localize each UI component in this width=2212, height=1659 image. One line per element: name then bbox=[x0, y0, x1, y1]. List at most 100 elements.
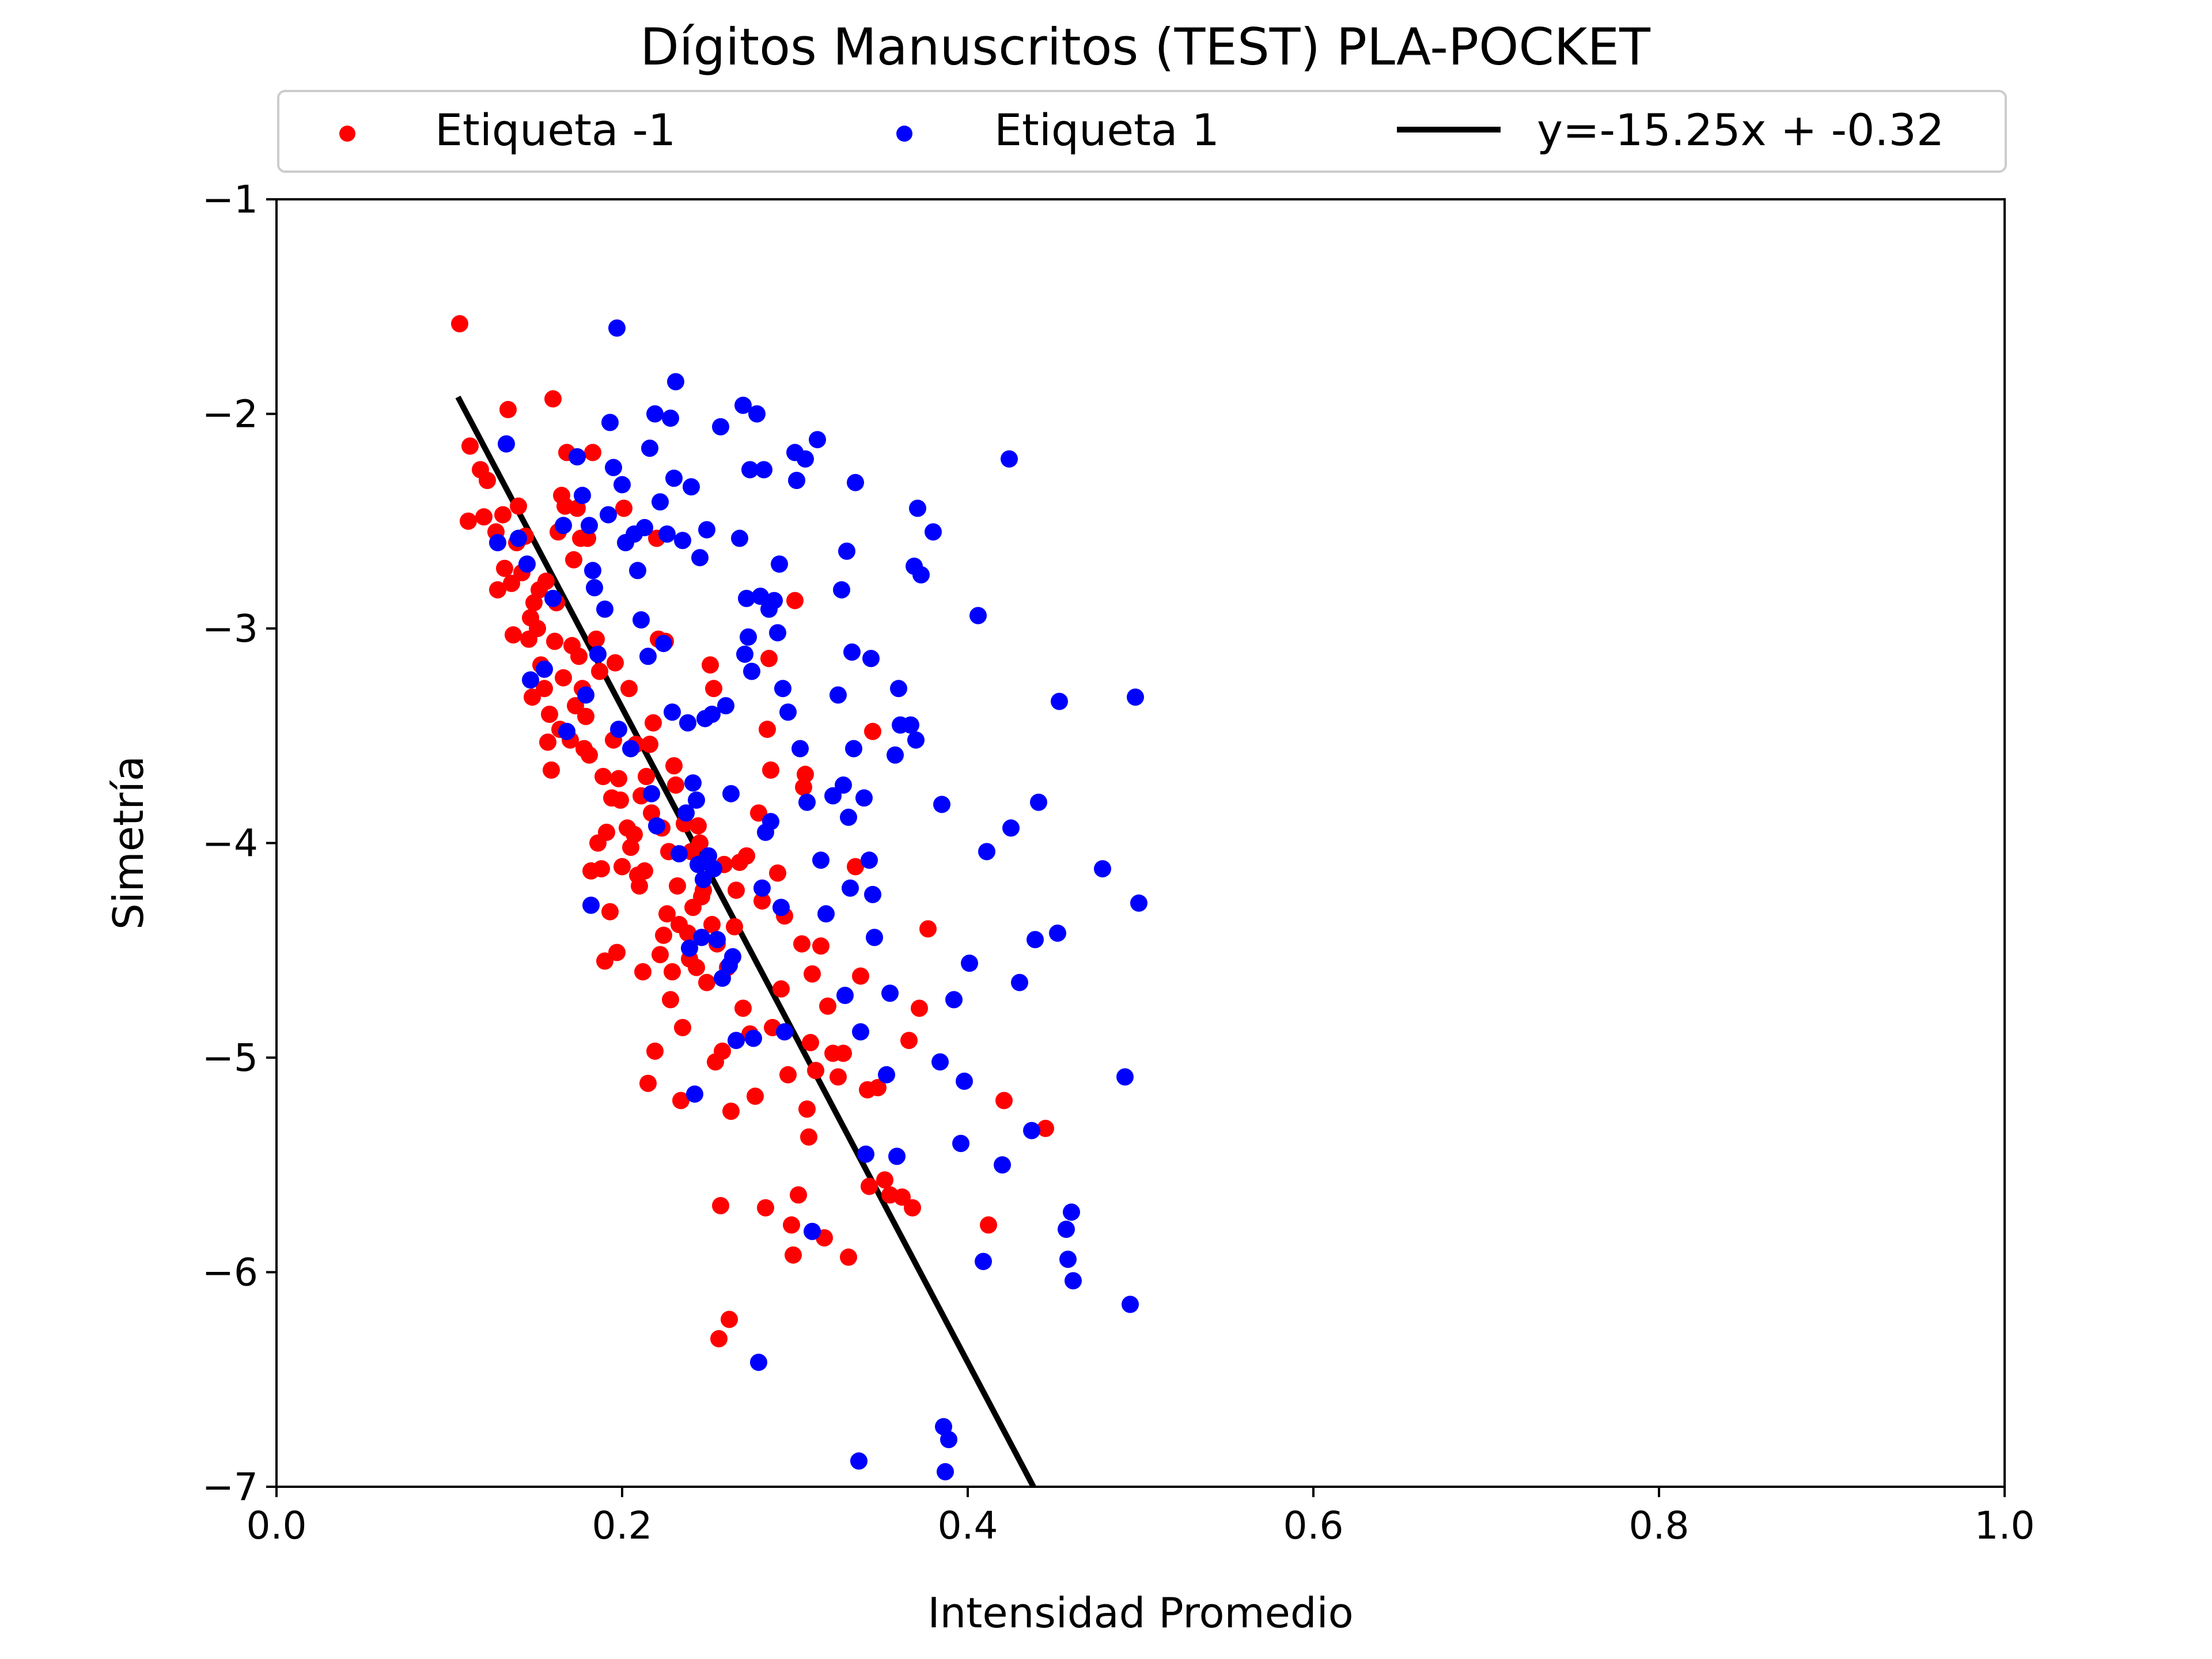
data-point bbox=[610, 721, 627, 738]
data-point bbox=[980, 1216, 997, 1234]
data-point bbox=[812, 851, 830, 869]
data-point bbox=[598, 823, 615, 841]
y-tick-label: −1 bbox=[202, 177, 258, 222]
data-point bbox=[613, 858, 631, 876]
data-point bbox=[498, 435, 515, 453]
data-point bbox=[721, 1310, 738, 1328]
data-point bbox=[648, 817, 665, 835]
data-point bbox=[589, 645, 607, 663]
data-point bbox=[634, 963, 652, 980]
data-point bbox=[631, 877, 648, 895]
data-point bbox=[738, 847, 755, 865]
data-point bbox=[581, 746, 598, 764]
data-point bbox=[584, 562, 601, 579]
data-point bbox=[774, 680, 791, 698]
x-tick-label: 0.6 bbox=[1283, 1503, 1344, 1548]
data-point bbox=[695, 870, 712, 888]
data-point bbox=[1023, 1122, 1040, 1139]
chart-title: Dígitos Manuscritos (TEST) PLA-POCKET bbox=[640, 17, 1651, 77]
data-point bbox=[596, 600, 613, 618]
data-point bbox=[489, 581, 506, 599]
data-point bbox=[902, 716, 919, 734]
data-point bbox=[835, 776, 852, 794]
data-point bbox=[461, 437, 479, 455]
data-point bbox=[582, 896, 600, 914]
x-axis-label: Intensidad Promedio bbox=[927, 1589, 1353, 1637]
data-point bbox=[607, 654, 624, 672]
data-point bbox=[861, 1177, 878, 1195]
data-point bbox=[539, 733, 556, 751]
data-point bbox=[804, 1222, 821, 1240]
data-point bbox=[652, 946, 669, 964]
data-point bbox=[586, 579, 603, 597]
data-point bbox=[869, 1079, 887, 1097]
data-point bbox=[887, 746, 904, 764]
data-point bbox=[753, 892, 771, 910]
data-point bbox=[890, 680, 907, 698]
data-point bbox=[605, 459, 622, 476]
data-point bbox=[904, 1199, 921, 1217]
data-point bbox=[518, 555, 536, 573]
data-point bbox=[800, 1128, 817, 1146]
x-tick-label: 1.0 bbox=[1975, 1503, 2035, 1548]
data-point bbox=[588, 630, 605, 648]
data-point bbox=[931, 1053, 949, 1071]
data-point bbox=[615, 499, 632, 517]
legend-marker-etiqueta-neg1 bbox=[339, 126, 355, 142]
data-point bbox=[752, 588, 769, 605]
data-point bbox=[760, 650, 778, 668]
data-point bbox=[574, 487, 591, 505]
data-point bbox=[779, 703, 797, 721]
data-point bbox=[734, 396, 752, 414]
data-point bbox=[838, 542, 855, 560]
data-point bbox=[503, 574, 520, 592]
data-point bbox=[558, 722, 575, 740]
data-point bbox=[900, 1032, 918, 1050]
data-point bbox=[762, 761, 779, 779]
data-point bbox=[600, 506, 617, 524]
data-point bbox=[878, 1066, 895, 1084]
data-point bbox=[672, 1092, 690, 1109]
data-point bbox=[674, 532, 691, 550]
y-tick-label: −4 bbox=[202, 821, 258, 866]
data-point bbox=[622, 740, 639, 757]
data-point bbox=[664, 703, 681, 721]
data-point bbox=[555, 669, 572, 687]
data-point bbox=[577, 707, 594, 725]
data-point bbox=[738, 589, 755, 607]
data-point bbox=[610, 770, 627, 787]
data-point bbox=[798, 1100, 816, 1118]
data-point bbox=[529, 620, 546, 637]
data-point bbox=[724, 948, 741, 965]
data-point bbox=[790, 1186, 807, 1204]
data-point bbox=[505, 626, 522, 644]
data-point bbox=[544, 589, 562, 607]
data-point bbox=[722, 1103, 740, 1120]
data-point bbox=[912, 566, 930, 584]
data-point bbox=[817, 905, 835, 923]
data-point bbox=[714, 1042, 731, 1060]
data-point bbox=[681, 940, 698, 957]
data-point bbox=[638, 768, 655, 786]
y-tick-label: −3 bbox=[202, 607, 258, 651]
data-point bbox=[544, 390, 562, 408]
data-point bbox=[731, 529, 748, 547]
data-point bbox=[684, 774, 702, 792]
data-point bbox=[546, 632, 563, 650]
data-point bbox=[683, 478, 700, 496]
data-point bbox=[594, 768, 612, 786]
data-point bbox=[626, 825, 643, 843]
data-point bbox=[791, 740, 809, 757]
data-point bbox=[596, 952, 613, 970]
data-point bbox=[807, 1062, 824, 1080]
data-point bbox=[728, 1032, 745, 1050]
data-point bbox=[726, 918, 743, 935]
data-point bbox=[830, 686, 847, 704]
data-point bbox=[772, 899, 790, 916]
data-point bbox=[835, 1044, 852, 1062]
data-point bbox=[567, 697, 584, 715]
data-point bbox=[843, 643, 861, 661]
data-point bbox=[658, 905, 676, 923]
data-point bbox=[911, 999, 928, 1017]
